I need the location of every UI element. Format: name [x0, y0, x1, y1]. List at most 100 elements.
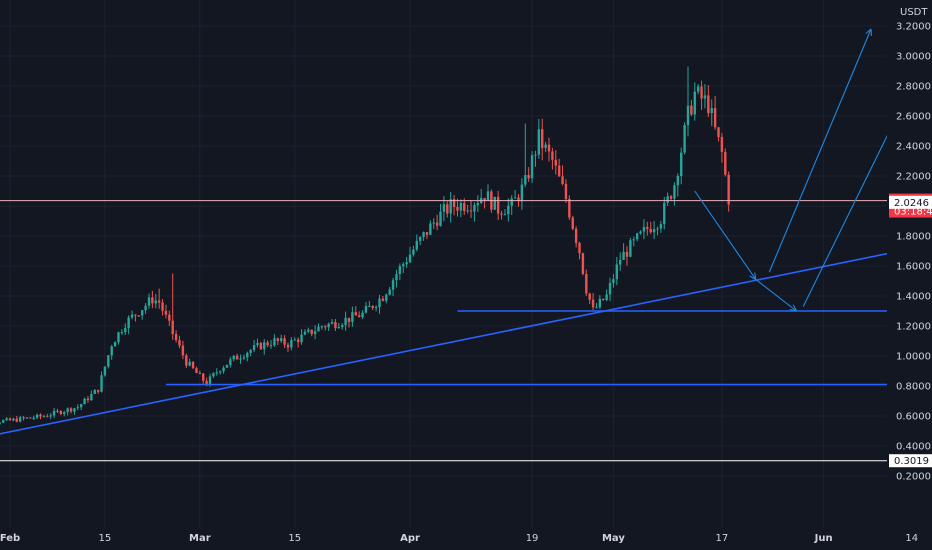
candle-body	[293, 339, 296, 341]
candle-body	[646, 226, 649, 229]
candle-body	[439, 211, 442, 226]
projection-arrow	[755, 279, 797, 312]
candle-body	[127, 317, 130, 329]
candle-body	[2, 420, 5, 423]
candle-body	[205, 380, 208, 385]
candle-body	[378, 298, 381, 308]
candle-body	[632, 239, 635, 241]
candle-body	[25, 417, 29, 419]
trend-drawings[interactable]	[0, 28, 932, 440]
trendline	[0, 243, 932, 435]
candle-body	[371, 305, 374, 308]
candle-body	[107, 355, 110, 367]
candle-body	[191, 361, 195, 369]
candle-body	[110, 346, 113, 356]
candle-body	[337, 326, 341, 329]
candle-body	[249, 350, 252, 353]
candle-body	[215, 372, 218, 374]
candle-body	[524, 175, 527, 185]
candle-body	[90, 394, 93, 401]
candle-body	[500, 213, 503, 215]
candle-body	[608, 283, 612, 295]
candle-body	[686, 105, 690, 126]
candle-body	[276, 338, 280, 341]
candle-body	[595, 307, 598, 309]
candle-body	[557, 165, 561, 177]
candle-body	[263, 342, 266, 350]
price-tag-countdown: 03:18:40	[894, 207, 932, 218]
candle-body	[713, 108, 717, 128]
candle-body	[673, 185, 676, 199]
candle-body	[341, 325, 344, 327]
candle-body	[300, 334, 303, 343]
candle-body	[418, 237, 422, 241]
candle-body	[503, 214, 507, 216]
candle-body	[39, 414, 42, 417]
price-tag-value: 0.3019	[894, 456, 929, 467]
candle-body	[178, 340, 181, 346]
candle-body	[642, 226, 646, 232]
candle-body	[290, 340, 293, 348]
candle-body	[459, 202, 463, 211]
x-tick-label: Apr	[400, 533, 420, 544]
time-axis[interactable]: Feb15Mar15Apr19May17Jun14Jul19	[0, 528, 932, 550]
candle-body	[239, 358, 242, 360]
candle-body	[320, 326, 324, 328]
candle-body	[469, 210, 473, 212]
candle-body	[456, 206, 459, 211]
candle-body	[229, 359, 232, 365]
candle-body	[117, 332, 120, 343]
candle-body	[466, 210, 469, 212]
candle-body	[73, 408, 76, 412]
y-tick-label: 1.0000	[896, 352, 931, 363]
candle-body	[429, 223, 432, 235]
candle-body	[625, 251, 629, 257]
candle-body	[710, 108, 713, 114]
price-axis[interactable]: USDT 3.4000 3.2000 3.0000 2.8000 2.6000 2.400…	[887, 0, 932, 528]
candle-body	[669, 196, 673, 199]
candle-body	[381, 298, 385, 301]
y-tick-label: 3.2000	[896, 22, 931, 33]
candle-body	[588, 293, 591, 300]
candle-body	[130, 314, 134, 318]
candle-body	[534, 154, 537, 156]
candle-body	[141, 310, 144, 316]
candle-body	[344, 317, 347, 326]
candle-body	[120, 332, 124, 334]
candle-body	[256, 343, 259, 346]
candle-body	[235, 355, 239, 360]
candle-body	[530, 155, 534, 179]
candle-body	[432, 222, 435, 224]
candle-body	[174, 334, 178, 341]
candle-body	[574, 228, 578, 243]
candle-body	[561, 176, 564, 185]
candle-body	[717, 127, 720, 138]
candle-body	[700, 86, 703, 99]
candle-body	[198, 373, 202, 375]
candle-body	[527, 175, 530, 179]
arrow-head	[789, 309, 797, 312]
candle-body	[49, 415, 52, 417]
candle-body	[537, 129, 541, 155]
candle-body	[313, 331, 317, 335]
candle-body	[351, 312, 354, 322]
candle-body	[280, 338, 283, 341]
candle-body	[225, 364, 229, 368]
price-tag-value: 2.0246	[894, 198, 929, 209]
candle-body	[690, 105, 693, 115]
candle-body	[507, 205, 510, 215]
candle-body	[157, 300, 161, 303]
candle-series	[0, 66, 730, 425]
price-tag-bg	[889, 454, 932, 468]
candle-body	[59, 411, 63, 415]
candle-body	[124, 328, 127, 333]
candle-body	[66, 408, 69, 413]
candle-body	[330, 322, 334, 324]
candle-body	[103, 366, 107, 376]
candle-body	[273, 338, 276, 346]
candle-body	[137, 315, 141, 317]
candle-body	[29, 417, 32, 419]
candle-body	[551, 151, 554, 160]
candle-body	[208, 376, 212, 385]
